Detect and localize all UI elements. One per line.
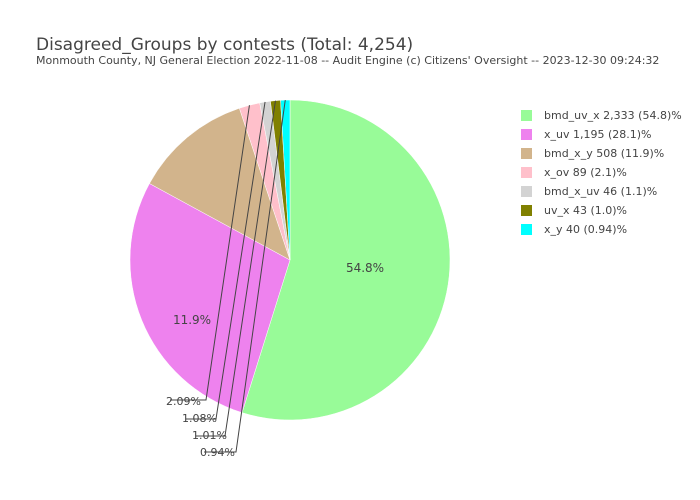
slice-label-bmd-x-uv: 1.08% (182, 412, 217, 425)
pie-slice-bmd-uv-x[interactable] (241, 99, 451, 421)
legend-item-bmd-x-y[interactable]: bmd_x_y 508 (11.9)% (521, 144, 682, 163)
slice-label-x-y: 0.94% (200, 446, 235, 459)
slice-leader-line-uv-x (196, 100, 276, 437)
slice-label-bmd-uv-x: 54.8% (346, 261, 384, 275)
slice-leader-line-x-y (204, 100, 286, 453)
legend-label: uv_x 43 (1.0)% (544, 204, 628, 217)
legend-item-x-uv[interactable]: x_uv 1,195 (28.1)% (521, 125, 682, 144)
pie-slice-x-y[interactable] (280, 99, 291, 261)
legend-swatch (521, 110, 532, 121)
legend-swatch (521, 129, 532, 140)
slice-leader-line-bmd-x-uv (186, 101, 266, 420)
legend-label: x_y 40 (0.94)% (544, 223, 628, 236)
legend-label: bmd_uv_x 2,333 (54.8)% (544, 109, 682, 122)
legend-label: bmd_x_uv 46 (1.1)% (544, 185, 658, 198)
slice-leader-line-x-ov (170, 105, 250, 401)
chart-subtitle: Monmouth County, NJ General Election 202… (36, 54, 660, 67)
pie-slice-bmd-x-y[interactable] (149, 107, 291, 261)
legend-item-x-ov[interactable]: x_ov 89 (2.1)% (521, 163, 682, 182)
legend-label: bmd_x_y 508 (11.9)% (544, 147, 665, 160)
legend-swatch (521, 205, 532, 216)
legend-swatch (521, 148, 532, 159)
legend-item-x-y[interactable]: x_y 40 (0.94)% (521, 220, 682, 239)
legend-label: x_ov 89 (2.1)% (544, 166, 627, 179)
slice-label-bmd-x-y: 11.9% (173, 313, 211, 327)
legend-swatch (521, 186, 532, 197)
legend-swatch (521, 224, 532, 235)
legend-item-uv-x[interactable]: uv_x 43 (1.0)% (521, 201, 682, 220)
legend[interactable]: bmd_uv_x 2,333 (54.8)% x_uv 1,195 (28.1)%… (521, 106, 682, 239)
legend-item-bmd-x-uv[interactable]: bmd_x_uv 46 (1.1)% (521, 182, 682, 201)
legend-swatch (521, 167, 532, 178)
slice-label-uv-x: 1.01% (192, 429, 227, 442)
legend-label: x_uv 1,195 (28.1)% (544, 128, 652, 141)
chart-title: Disagreed_Groups by contests (Total: 4,2… (36, 35, 414, 55)
slice-label-x-ov: 2.09% (166, 395, 201, 408)
legend-item-bmd-uv-x[interactable]: bmd_uv_x 2,333 (54.8)% (521, 106, 682, 125)
